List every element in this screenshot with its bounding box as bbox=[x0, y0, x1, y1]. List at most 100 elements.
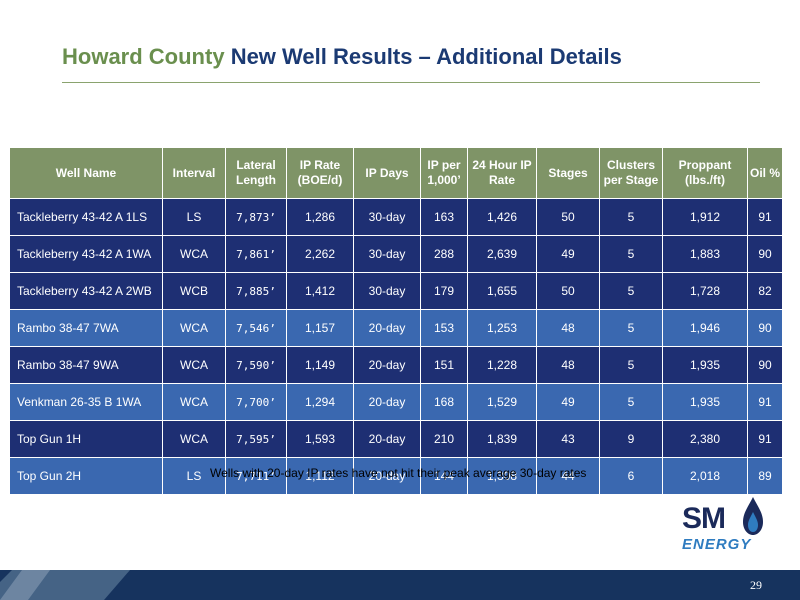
cell-ip-rate: 1,157 bbox=[286, 309, 354, 347]
cell-clusters-per-stage: 9 bbox=[599, 420, 663, 458]
cell-ip-rate: 1,149 bbox=[286, 346, 354, 384]
cell-well-name: Venkman 26-35 B 1WA bbox=[10, 383, 163, 421]
cell-oil-pct: 91 bbox=[747, 420, 782, 458]
header-24-hour-ip-rate: 24 Hour IP Rate bbox=[467, 148, 537, 199]
cell-ip-rate: 1,593 bbox=[286, 420, 354, 458]
cell-stages: 43 bbox=[536, 420, 600, 458]
cell-ip-per-1000: 210 bbox=[420, 420, 468, 458]
cell-well-name: Top Gun 1H bbox=[10, 420, 163, 458]
cell-clusters-per-stage: 6 bbox=[599, 457, 663, 494]
cell-stages: 50 bbox=[536, 198, 600, 236]
sm-energy-logo: SM ENERGY bbox=[682, 496, 772, 556]
cell-stages: 48 bbox=[536, 309, 600, 347]
cell-proppant: 1,912 bbox=[662, 198, 748, 236]
cell-proppant: 1,728 bbox=[662, 272, 748, 310]
cell-stages: 49 bbox=[536, 235, 600, 273]
table-row: Rambo 38-47 9WA WCA 7,590’ 1,149 20-day … bbox=[10, 346, 782, 384]
table-row: Rambo 38-47 7WA WCA 7,546’ 1,157 20-day … bbox=[10, 309, 782, 347]
cell-24-hour-ip-rate: 1,655 bbox=[467, 272, 537, 310]
cell-proppant: 1,946 bbox=[662, 309, 748, 347]
header-well-name: Well Name bbox=[10, 148, 163, 199]
cell-well-name: Rambo 38-47 9WA bbox=[10, 346, 163, 384]
cell-stages: 50 bbox=[536, 272, 600, 310]
cell-ip-per-1000: 151 bbox=[420, 346, 468, 384]
cell-clusters-per-stage: 5 bbox=[599, 272, 663, 310]
cell-proppant: 2,380 bbox=[662, 420, 748, 458]
header-lateral-length: Lateral Length bbox=[225, 148, 287, 199]
cell-well-name: Top Gun 2H bbox=[10, 457, 163, 494]
cell-24-hour-ip-rate: 1,839 bbox=[467, 420, 537, 458]
cell-24-hour-ip-rate: 2,639 bbox=[467, 235, 537, 273]
cell-ip-days: 20-day bbox=[353, 457, 421, 494]
cell-ip-per-1000: 179 bbox=[420, 272, 468, 310]
cell-well-name: Tackleberry 43-42 A 1LS bbox=[10, 198, 163, 236]
cell-lateral-length: 7,861’ bbox=[225, 235, 287, 273]
cell-ip-rate: 2,262 bbox=[286, 235, 354, 273]
cell-proppant: 2,018 bbox=[662, 457, 748, 494]
table-row: Tackleberry 43-42 A 2WB WCB 7,885’ 1,412… bbox=[10, 272, 782, 310]
cell-lateral-length: 7,873’ bbox=[225, 198, 287, 236]
table-row: Tackleberry 43-42 A 1LS LS 7,873’ 1,286 … bbox=[10, 198, 782, 236]
cell-lateral-length: 7,595’ bbox=[225, 420, 287, 458]
header-ip-per-1000: IP per 1,000’ bbox=[420, 148, 468, 199]
cell-interval: WCA bbox=[162, 420, 226, 458]
cell-24-hour-ip-rate: 1,253 bbox=[467, 309, 537, 347]
cell-24-hour-ip-rate: 1,529 bbox=[467, 383, 537, 421]
page-number: 29 bbox=[750, 578, 762, 592]
cell-interval: WCB bbox=[162, 272, 226, 310]
page-title: Howard County New Well Results – Additio… bbox=[62, 44, 622, 70]
cell-ip-per-1000: 163 bbox=[420, 198, 468, 236]
cell-well-name: Tackleberry 43-42 A 1WA bbox=[10, 235, 163, 273]
cell-stages: 44 bbox=[536, 457, 600, 494]
footer-accent-stripe bbox=[0, 570, 130, 600]
logo-sm-text: SM bbox=[682, 502, 726, 535]
cell-clusters-per-stage: 5 bbox=[599, 198, 663, 236]
title-subject: New Well Results – Additional Details bbox=[230, 44, 622, 69]
table-header-row: Well Name Interval Lateral Length IP Rat… bbox=[10, 148, 782, 199]
cell-interval: WCA bbox=[162, 383, 226, 421]
cell-interval: WCA bbox=[162, 235, 226, 273]
cell-ip-per-1000: 168 bbox=[420, 383, 468, 421]
cell-ip-rate: 1,412 bbox=[286, 272, 354, 310]
cell-24-hour-ip-rate: 1,228 bbox=[467, 346, 537, 384]
header-stages: Stages bbox=[536, 148, 600, 199]
cell-oil-pct: 90 bbox=[747, 235, 782, 273]
header-ip-rate: IP Rate (BOE/d) bbox=[286, 148, 354, 199]
cell-ip-rate: 1,294 bbox=[286, 383, 354, 421]
cell-oil-pct: 89 bbox=[747, 457, 782, 494]
cell-ip-days: 30-day bbox=[353, 198, 421, 236]
cell-ip-days: 20-day bbox=[353, 383, 421, 421]
cell-ip-per-1000: 153 bbox=[420, 309, 468, 347]
cell-interval: LS bbox=[162, 198, 226, 236]
table-row: Top Gun 2H LS 7,711’ 1,112 20-day 144 1,… bbox=[10, 457, 782, 494]
table-row: Venkman 26-35 B 1WA WCA 7,700’ 1,294 20-… bbox=[10, 383, 782, 421]
cell-ip-rate: 1,112 bbox=[286, 457, 354, 494]
cell-stages: 48 bbox=[536, 346, 600, 384]
cell-ip-days: 20-day bbox=[353, 309, 421, 347]
header-ip-days: IP Days bbox=[353, 148, 421, 199]
cell-interval: WCA bbox=[162, 309, 226, 347]
cell-ip-days: 30-day bbox=[353, 272, 421, 310]
cell-clusters-per-stage: 5 bbox=[599, 346, 663, 384]
cell-proppant: 1,883 bbox=[662, 235, 748, 273]
cell-ip-per-1000: 144 bbox=[420, 457, 468, 494]
cell-24-hour-ip-rate: 1,426 bbox=[467, 198, 537, 236]
cell-ip-per-1000: 288 bbox=[420, 235, 468, 273]
cell-lateral-length: 7,546’ bbox=[225, 309, 287, 347]
title-divider bbox=[62, 82, 760, 83]
well-results-table: Well Name Interval Lateral Length IP Rat… bbox=[10, 148, 782, 494]
header-interval: Interval bbox=[162, 148, 226, 199]
cell-24-hour-ip-rate: 1,308 bbox=[467, 457, 537, 494]
flame-icon bbox=[743, 497, 763, 535]
cell-lateral-length: 7,590’ bbox=[225, 346, 287, 384]
cell-clusters-per-stage: 5 bbox=[599, 235, 663, 273]
cell-lateral-length: 7,711’ bbox=[225, 457, 287, 494]
title-county: Howard County bbox=[62, 44, 225, 69]
cell-oil-pct: 91 bbox=[747, 198, 782, 236]
cell-clusters-per-stage: 5 bbox=[599, 309, 663, 347]
cell-proppant: 1,935 bbox=[662, 346, 748, 384]
footer-bar bbox=[0, 570, 800, 600]
header-clusters-per-stage: Clusters per Stage bbox=[599, 148, 663, 199]
cell-proppant: 1,935 bbox=[662, 383, 748, 421]
cell-interval: WCA bbox=[162, 346, 226, 384]
